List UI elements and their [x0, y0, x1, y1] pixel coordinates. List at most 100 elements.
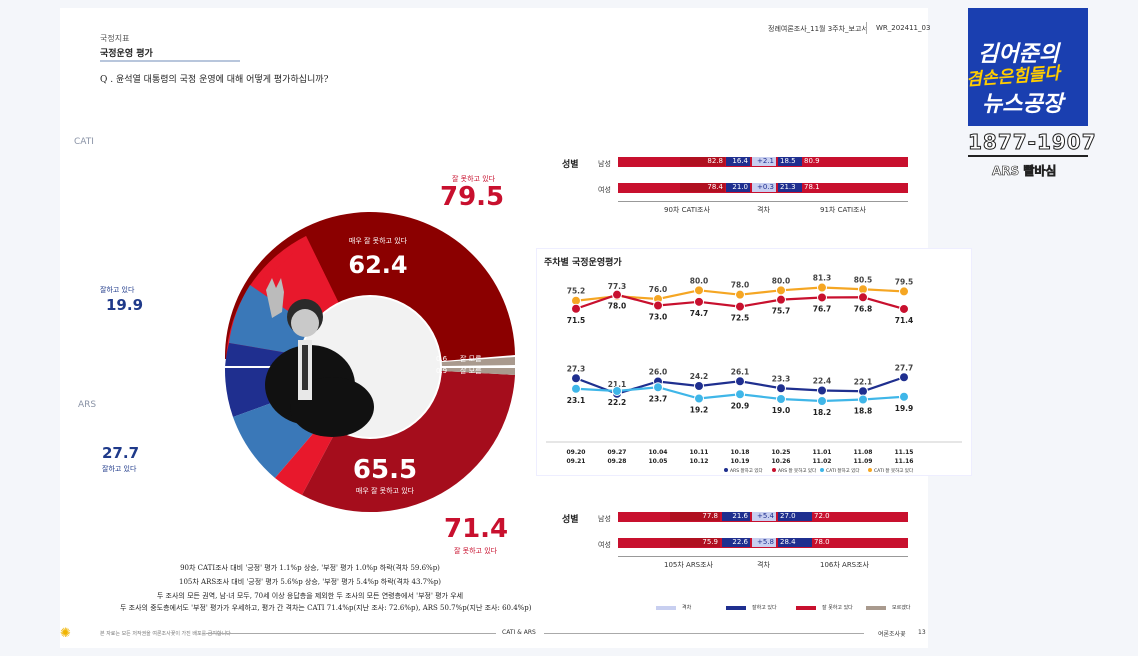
value-ars-good: 15.3 [177, 431, 207, 445]
series-1-point-2 [654, 301, 663, 310]
cati-positive-total-label: 잘하고 있다 [100, 285, 134, 295]
series-2-label-0: 27.3 [567, 364, 586, 373]
series-0-point-6 [818, 283, 827, 292]
legend-positive-label: 잘하고 있다 [752, 604, 777, 611]
series-0-point-8 [900, 287, 909, 296]
series-2-point-0 [572, 374, 581, 383]
series-0-point-3 [695, 286, 704, 295]
series-1-point-1 [613, 290, 622, 299]
series-0-label-6: 81.3 [813, 274, 832, 283]
gender-top-male-right-pos: 18.5 [778, 157, 802, 166]
ars-negative-total: 71.4 [444, 514, 508, 544]
series-2-point-8 [900, 373, 909, 382]
legend-dot-0 [724, 468, 728, 472]
legend-dot-3 [868, 468, 872, 472]
label-ars-very-bad: 매우 잘 못하고 있다 [356, 486, 415, 495]
series-2-label-3: 24.2 [690, 372, 709, 381]
legend-swatch-negative [796, 606, 816, 610]
ars-positive-total: 27.7 [102, 444, 139, 462]
label-ars-very-good: 매우 잘하고 있다 [163, 394, 213, 403]
date-top-3: 10.11 [690, 449, 709, 456]
footer-rule-right [544, 633, 864, 634]
series-1-label-7: 76.8 [854, 304, 873, 313]
series-3-point-1 [613, 387, 622, 396]
series-2-point-6 [818, 386, 827, 395]
date-bottom-0: 09.21 [567, 458, 586, 465]
gender-bottom-row-male: 남성 [598, 514, 611, 524]
label-cati-very-good: 매우 잘하고 있다 [154, 352, 204, 361]
footer-center: CATI & ARS [502, 629, 536, 636]
series-2-point-7 [859, 387, 868, 396]
page-footer: ✺ 본 자료는 모든 저작권을 여론조사꽃이 가진 배포를 금지합니다 CATI… [60, 624, 928, 644]
series-2-point-3 [695, 382, 704, 391]
gender-bottom-footer-mid: 격차 [757, 560, 770, 570]
title-underline [100, 60, 240, 62]
date-bottom-1: 09.28 [608, 458, 627, 465]
legend-dot-1 [772, 468, 776, 472]
series-1-point-6 [818, 293, 827, 302]
gender-top-male-left-pos: 16.4 [726, 157, 750, 166]
logo-years: 1877-1907 [968, 130, 1097, 154]
gender-top-female-right-neg: 78.1 [802, 183, 842, 192]
date-bottom-8: 11.16 [895, 458, 914, 465]
value-ars-very-bad: 65.5 [353, 455, 417, 485]
series-3-label-4: 20.9 [731, 401, 750, 410]
page-number: 13 [918, 629, 926, 636]
series-3-label-3: 19.2 [690, 406, 709, 415]
channel-logo: 김어준의 겸손은힘들다 뉴스공장 [968, 8, 1088, 126]
series-1-label-1: 78.0 [608, 302, 627, 311]
series-2-point-4 [736, 377, 745, 386]
series-0-label-2: 76.0 [649, 285, 668, 294]
gender-top-female-left-neg: 78.4 [680, 183, 725, 192]
legend-dot-2 [820, 468, 824, 472]
series-3-point-6 [818, 397, 827, 406]
series-3-label-8: 19.9 [895, 404, 914, 413]
series-1-point-0 [572, 304, 581, 313]
gender-top-female-diff: +0.3 [752, 183, 776, 192]
gender-bottom-section-title: 성별 [562, 512, 579, 525]
gender-bottom-female-diff: +5.8 [752, 538, 776, 547]
date-bottom-3: 10.12 [690, 458, 709, 465]
gender-top-female-right-pos: 21.3 [778, 183, 802, 192]
gender-bottom-male-left-pos: 21.6 [722, 512, 750, 521]
gender-top-section-title: 성별 [562, 157, 579, 170]
note-4: 두 조사의 중도층에서도 '부정' 평가가 우세하고, 평가 간 격차는 CAT… [120, 603, 500, 613]
legend-label-2: CATI 잘하고 있다 [826, 467, 860, 474]
gender-top-axis [618, 201, 908, 202]
gender-bottom-male-diff: +5.4 [752, 512, 776, 521]
legend-negative-label: 잘 못하고 있다 [822, 604, 853, 611]
value-cati-very-bad: 62.4 [348, 251, 407, 279]
gender-top-female-left-pos: 21.0 [726, 183, 750, 192]
value-ars-unknown: 0.9 [436, 367, 447, 375]
series-1-label-0: 71.5 [567, 316, 586, 325]
gender-top-row-female: 여성 [598, 185, 611, 195]
gender-bottom-footer-left: 105차 ARS조사 [664, 560, 713, 570]
value-ars-bad: 5.9 [228, 476, 244, 486]
gender-top-footer-left: 90차 CATI조사 [664, 205, 710, 215]
series-0-label-4: 78.0 [731, 281, 750, 290]
series-1-label-8: 71.4 [895, 316, 914, 325]
header-divider [866, 22, 867, 34]
series-3-point-4 [736, 390, 745, 399]
series-2-label-7: 22.1 [854, 377, 873, 386]
cati-side-label: CATI [74, 137, 94, 147]
ars-positive-total-label: 잘하고 있다 [102, 464, 136, 474]
legend-swatch-positive [726, 606, 746, 610]
date-bottom-5: 10.26 [772, 458, 791, 465]
series-0-label-3: 80.0 [690, 276, 709, 285]
value-cati-bad: 17.1 [217, 262, 247, 276]
series-3-label-5: 19.0 [772, 406, 791, 415]
logo-line3: 뉴스공장 [982, 86, 1063, 118]
date-top-7: 11.08 [854, 449, 873, 456]
series-1-label-4: 72.5 [731, 314, 750, 323]
footer-brand: 여론조사꽃 [878, 629, 906, 638]
cati-negative-total: 79.5 [440, 182, 504, 212]
gender-bottom-male-left-neg: 77.8 [670, 512, 720, 521]
question-text: Q . 윤석열 대통령의 국정 운영에 대해 어떻게 평가하십니까? [100, 72, 328, 85]
note-1: 90차 CATI조사 대비 '긍정' 평가 1.1%p 상승, '부정' 평가 … [120, 563, 500, 573]
legend-label-0: ARS 잘하고 있다 [730, 467, 763, 474]
value-cati-unknown: 0.6 [436, 355, 448, 363]
series-1-label-6: 76.7 [813, 304, 832, 313]
series-2-label-6: 22.4 [813, 377, 832, 386]
label-ars-bad: 잘 못하는 편이다 [215, 487, 258, 495]
